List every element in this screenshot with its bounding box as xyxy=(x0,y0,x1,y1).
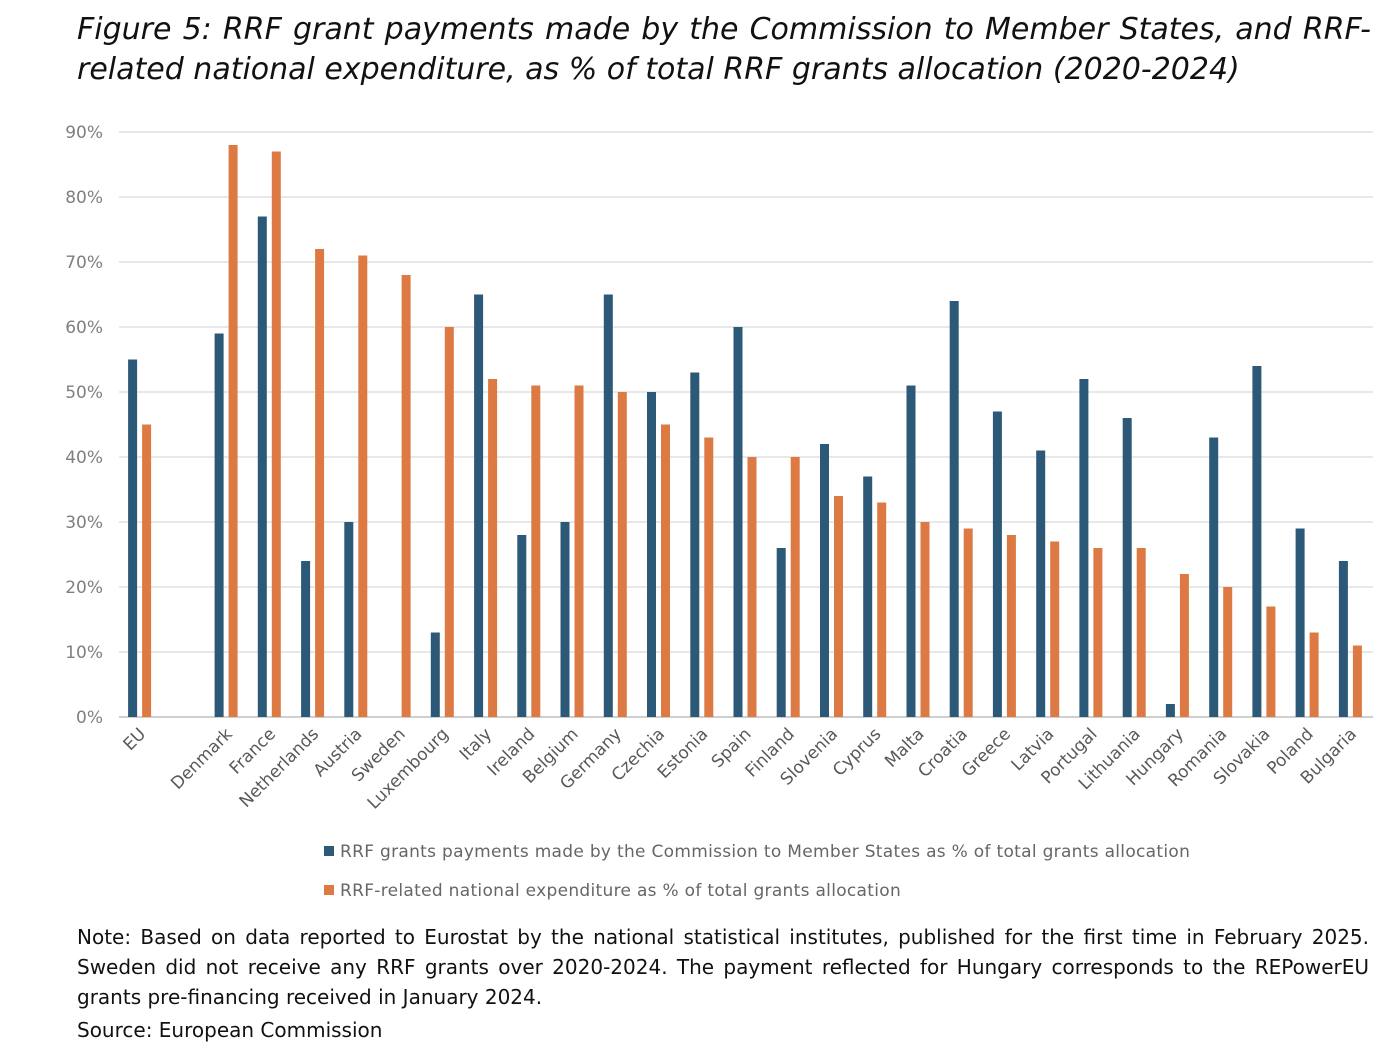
bar-expenditure xyxy=(747,457,757,717)
bar-expenditure xyxy=(1050,541,1060,717)
bar-expenditure xyxy=(1136,548,1146,717)
bar-expenditure xyxy=(228,145,238,717)
bar-payments xyxy=(430,632,440,717)
bar-payments xyxy=(128,359,138,717)
legend-item-expenditure: RRF-related national expenditure as % of… xyxy=(324,881,901,901)
x-tick-label: Denmark xyxy=(167,724,237,794)
bar-expenditure xyxy=(444,327,454,717)
bar-payments xyxy=(214,333,224,717)
y-axis: 0% 10% 20% 30% 40% 50% 60% 70% 80% 90% xyxy=(65,123,103,728)
bar-payments xyxy=(474,294,484,717)
bar-expenditure xyxy=(704,437,714,717)
y-tick-label: 10% xyxy=(65,643,103,663)
bar-payments xyxy=(690,372,700,717)
bar-expenditure xyxy=(963,528,973,717)
x-tick-label: Cyprus xyxy=(829,724,885,780)
y-tick-label: 30% xyxy=(65,513,103,533)
y-tick-label: 50% xyxy=(65,383,103,403)
bar-payments xyxy=(257,216,267,717)
bar-expenditure xyxy=(142,424,152,717)
chart-title: Figure 5: RRF grant payments made by the… xyxy=(77,12,1371,87)
bar-expenditure xyxy=(1223,587,1233,717)
y-tick-label: 0% xyxy=(76,708,103,728)
bar-payments xyxy=(1295,528,1305,717)
bar-payments xyxy=(776,548,786,717)
bar-expenditure xyxy=(920,522,930,717)
note: Note: Based on data reported to Eurostat… xyxy=(77,922,1369,1012)
bar-expenditure xyxy=(1266,606,1276,717)
bar-payments xyxy=(949,301,959,717)
source: Source: European Commission xyxy=(77,1018,382,1042)
bar-expenditure xyxy=(1093,548,1103,717)
x-tick-label: EU xyxy=(120,724,151,755)
bar-expenditure xyxy=(358,255,368,717)
bar-payments xyxy=(863,476,873,717)
bar-expenditure xyxy=(834,496,843,717)
bar-expenditure xyxy=(401,275,411,717)
y-tick-label: 40% xyxy=(65,448,103,468)
y-tick-label: 20% xyxy=(65,578,103,598)
bar-payments xyxy=(1122,418,1132,717)
bar-expenditure xyxy=(574,385,584,717)
legend-swatch-expenditure xyxy=(324,885,334,895)
bar-expenditure xyxy=(488,379,498,717)
y-tick-label: 80% xyxy=(65,188,103,208)
note-label: Note: xyxy=(77,925,132,949)
bar-expenditure xyxy=(877,502,887,717)
bar-expenditure xyxy=(315,249,325,717)
bar-expenditure xyxy=(1179,574,1189,717)
legend-label-expenditure: RRF-related national expenditure as % of… xyxy=(340,881,902,901)
bar-expenditure xyxy=(617,392,627,717)
bar-payments xyxy=(344,522,354,717)
bar-payments xyxy=(992,411,1002,717)
y-tick-label: 90% xyxy=(65,123,103,143)
bar-payments xyxy=(301,561,311,717)
bar-payments xyxy=(820,444,829,717)
legend-label-payments: RRF grants payments made by the Commissi… xyxy=(340,842,1191,862)
legend-swatch-payments xyxy=(324,846,334,856)
bar-payments xyxy=(517,535,527,717)
y-tick-label: 60% xyxy=(65,318,103,338)
bar-expenditure xyxy=(271,151,281,717)
bar-payments xyxy=(1209,437,1219,717)
bar-chart: 0%10%20%30%40%50%60%70%80%90% EU DenmarkF… xyxy=(65,123,1373,813)
bar-expenditure xyxy=(531,385,541,717)
bar-expenditure xyxy=(1309,632,1319,717)
bar-payments xyxy=(1252,366,1262,717)
legend-item-payments: RRF grants payments made by the Commissi… xyxy=(324,842,1190,862)
source-text: European Commission xyxy=(152,1018,383,1042)
bar-payments xyxy=(906,385,916,717)
x-axis: EU DenmarkFranceNetherlandsAustriaSwedenL… xyxy=(120,724,1361,813)
source-label: Source: xyxy=(77,1018,153,1042)
bar-expenditure xyxy=(1006,535,1016,717)
gridlines xyxy=(119,131,1373,718)
bar-payments xyxy=(603,294,613,717)
bar-expenditure xyxy=(790,457,800,717)
bar-payments xyxy=(1165,704,1175,717)
bar-payments xyxy=(560,522,570,717)
bar-payments xyxy=(1036,450,1046,717)
bar-payments xyxy=(647,392,656,717)
y-tick-label: 70% xyxy=(65,253,103,273)
bar-expenditure xyxy=(661,424,670,717)
bar-payments xyxy=(1338,561,1348,717)
bar-expenditure xyxy=(1352,645,1362,717)
x-tick-label: Greece xyxy=(958,724,1015,781)
note-text: Based on data reported to Eurostat by th… xyxy=(77,925,1369,1009)
bars xyxy=(128,145,1362,717)
bar-payments xyxy=(1079,379,1089,717)
bar-payments xyxy=(733,327,743,717)
